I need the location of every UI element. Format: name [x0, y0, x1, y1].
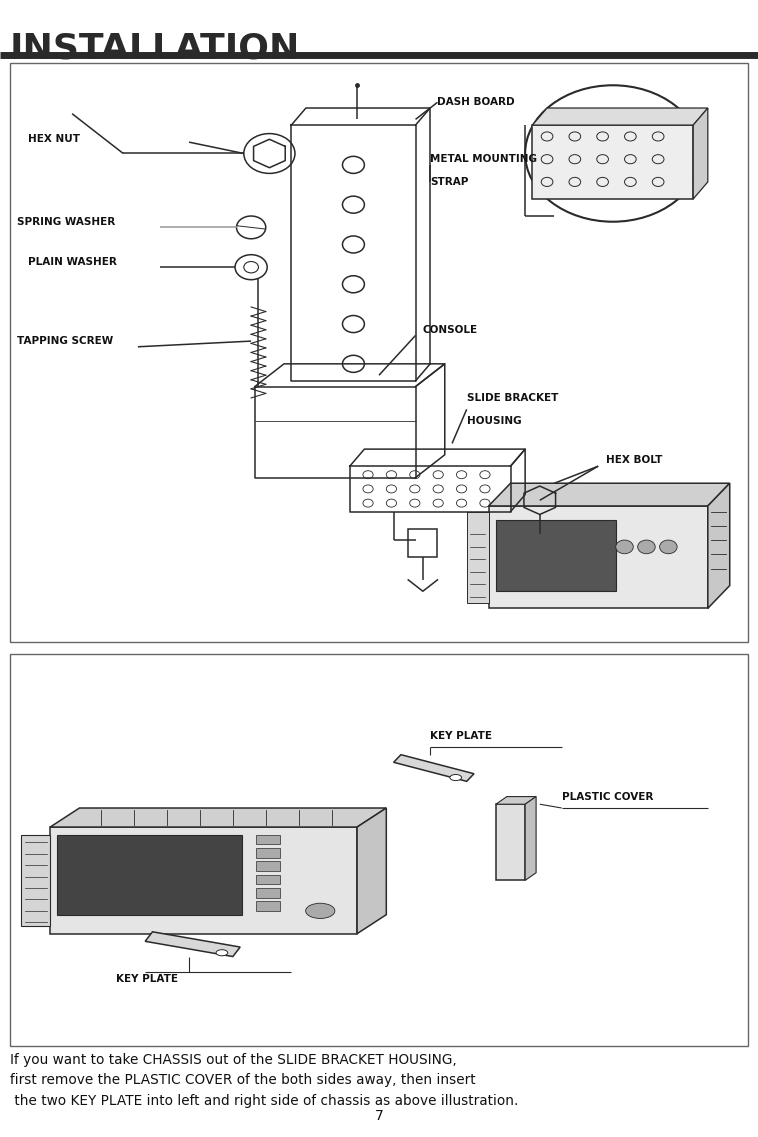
Text: METAL MOUNTING: METAL MOUNTING	[430, 155, 537, 164]
Text: SPRING WASHER: SPRING WASHER	[17, 217, 115, 226]
Bar	[489, 506, 708, 608]
Text: HEX NUT: HEX NUT	[28, 134, 80, 144]
Circle shape	[637, 540, 655, 554]
Text: KEY PLATE: KEY PLATE	[430, 731, 492, 740]
Bar	[255, 862, 280, 871]
Polygon shape	[489, 483, 730, 506]
Polygon shape	[525, 797, 536, 880]
Polygon shape	[708, 483, 730, 608]
Bar	[496, 520, 616, 591]
Text: PLAIN WASHER: PLAIN WASHER	[28, 257, 117, 266]
Text: DASH BOARD: DASH BOARD	[437, 98, 515, 107]
Polygon shape	[146, 932, 240, 956]
Bar	[467, 512, 489, 603]
Text: the two KEY PLATE into left and right side of chassis as above illustration.: the two KEY PLATE into left and right si…	[10, 1094, 518, 1107]
Bar	[10, 63, 748, 642]
Polygon shape	[393, 755, 474, 781]
Circle shape	[450, 774, 462, 781]
Bar	[255, 902, 280, 911]
Text: TAPPING SCREW: TAPPING SCREW	[17, 337, 114, 346]
Text: INSTALLATION: INSTALLATION	[10, 32, 300, 66]
Text: first remove the PLASTIC COVER of the both sides away, then insert: first remove the PLASTIC COVER of the bo…	[10, 1073, 475, 1087]
Polygon shape	[50, 808, 387, 827]
Bar	[409, 529, 437, 557]
Polygon shape	[357, 808, 387, 933]
Bar	[532, 125, 694, 199]
Circle shape	[659, 540, 677, 554]
Bar	[255, 874, 280, 885]
Polygon shape	[496, 797, 536, 804]
Polygon shape	[496, 804, 525, 880]
Text: HEX BOLT: HEX BOLT	[606, 456, 662, 465]
Circle shape	[305, 903, 335, 919]
Bar	[50, 827, 357, 933]
Circle shape	[615, 540, 633, 554]
Bar	[21, 835, 50, 926]
Bar	[10, 654, 748, 1046]
Text: SLIDE BRACKET: SLIDE BRACKET	[467, 393, 558, 402]
Text: HOUSING: HOUSING	[467, 416, 522, 425]
Text: KEY PLATE: KEY PLATE	[116, 974, 178, 985]
Text: STRAP: STRAP	[430, 177, 468, 186]
Bar	[58, 835, 242, 914]
Bar	[255, 835, 280, 844]
Text: PLASTIC COVER: PLASTIC COVER	[562, 791, 653, 802]
Text: CONSOLE: CONSOLE	[423, 325, 478, 334]
Polygon shape	[532, 108, 708, 125]
Polygon shape	[694, 108, 708, 199]
Text: 7: 7	[374, 1110, 384, 1123]
Bar	[255, 888, 280, 897]
Text: If you want to take CHASSIS out of the SLIDE BRACKET HOUSING,: If you want to take CHASSIS out of the S…	[10, 1053, 456, 1067]
Circle shape	[216, 949, 227, 956]
Bar	[255, 848, 280, 857]
